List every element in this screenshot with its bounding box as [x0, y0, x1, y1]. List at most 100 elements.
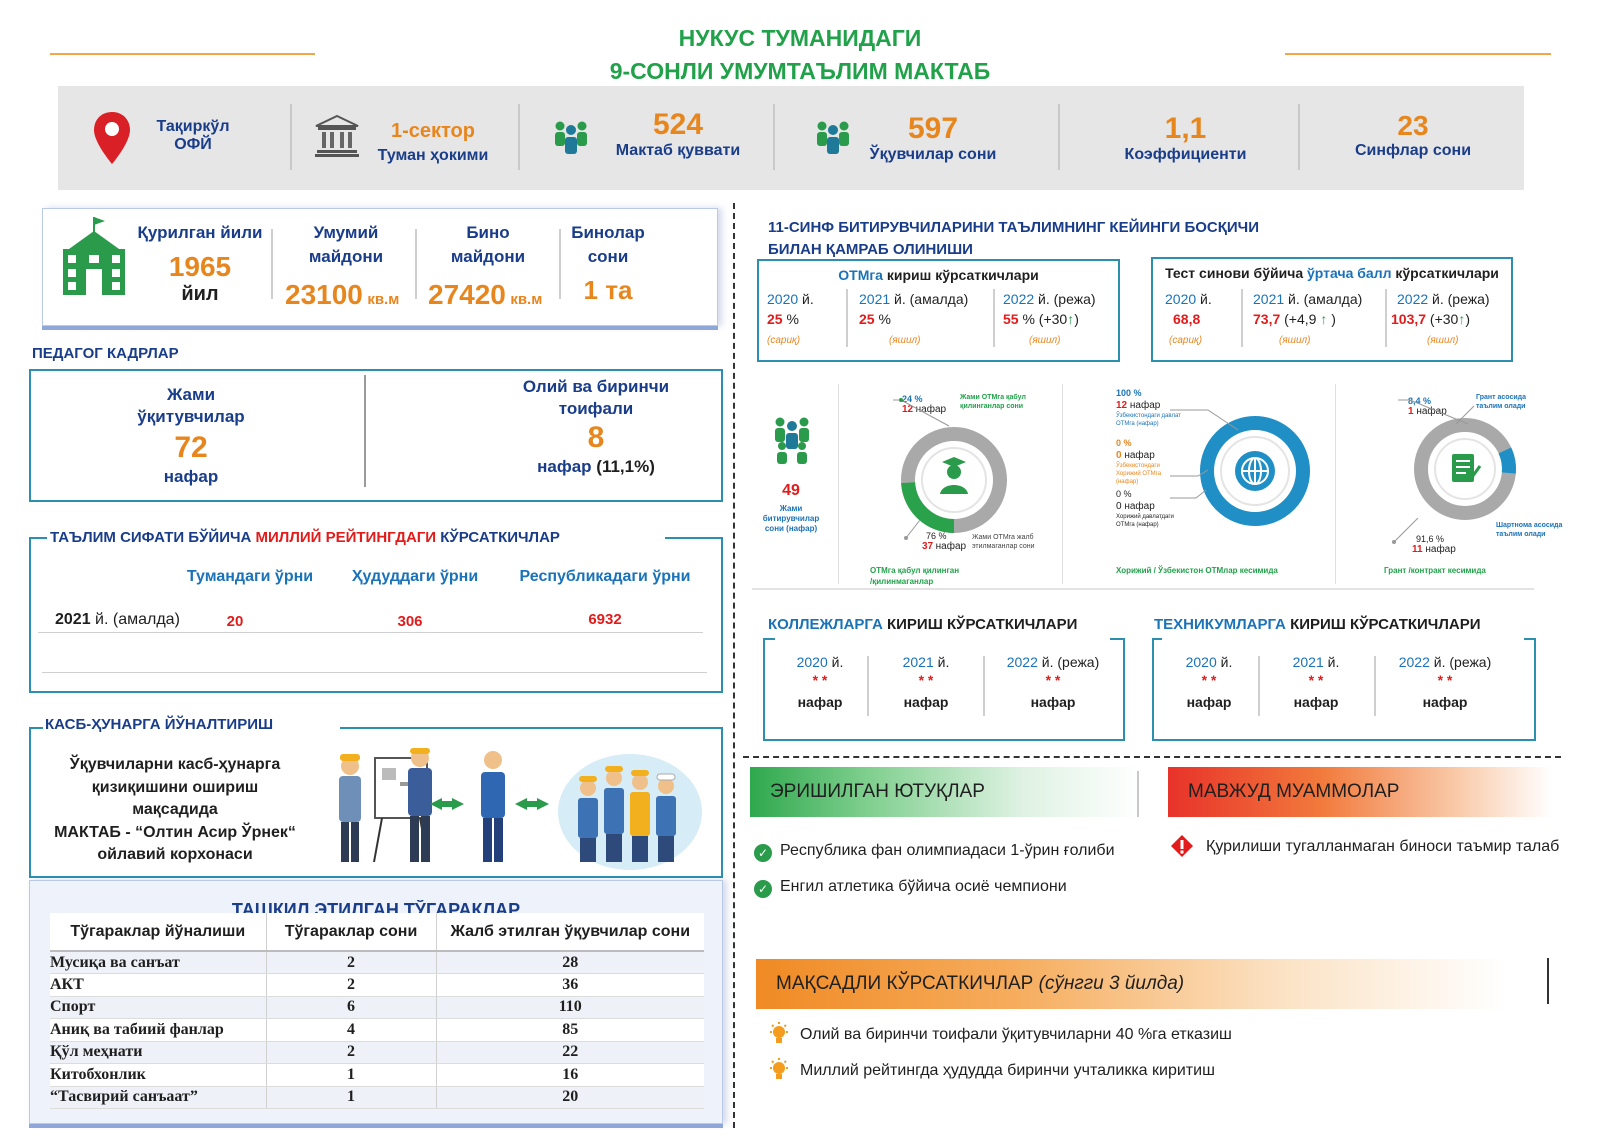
teachers-higher-pct: (11,1%): [596, 457, 655, 476]
technicum-separator: [1258, 656, 1260, 716]
clubs-header-cell: Тўгараклар йўналиши: [50, 913, 266, 952]
club-name: Китобхонлик: [50, 1063, 266, 1087]
leader-line: [1392, 518, 1419, 544]
donut1-in-unit: нафар: [915, 404, 947, 415]
donut2-text-2a: Ўзбекистондаги: [1116, 463, 1160, 469]
technicum-year-suffix: й.: [1323, 654, 1340, 670]
test-separator: [1241, 289, 1243, 347]
building-count-label-1: Бинолар: [571, 223, 645, 242]
college-value: * *: [812, 672, 828, 688]
built-year-value: 1965: [168, 251, 232, 282]
college-separator: [983, 656, 985, 716]
college-year: 2020: [796, 654, 828, 670]
college-value: * *: [918, 672, 934, 688]
achievement-item: Енгил атлетика бўйича осиё чемпиони: [780, 878, 1067, 895]
otm-value: 55: [1003, 311, 1019, 327]
career-illustration: [339, 748, 702, 870]
club-name: Аниқ ва табиий фанлар: [50, 1018, 266, 1042]
otm-year-suffix: й. (режа): [1034, 291, 1096, 307]
coefficient-label: Коэффициенти: [1124, 146, 1247, 163]
graduates-title-2: БИЛАН ҚАМРАБ ОЛИНИШИ: [768, 241, 973, 258]
classes-label: Синфлар сони: [1354, 142, 1472, 159]
donut3-out-label: 91,6 % 11 нафар: [1412, 534, 1456, 555]
donut2-unit-2: нафар: [1124, 450, 1155, 461]
rating-title-part1: ТАЪЛИМ СИФАТИ БЎЙИЧА: [50, 529, 256, 546]
box-top-rule: [1524, 638, 1536, 640]
teachers-higher-value: 8: [587, 421, 605, 454]
table-row: Китобхонлик 1 16: [50, 1063, 704, 1087]
donut3-in-count: 1: [1408, 406, 1414, 417]
club-students: 110: [435, 996, 704, 1019]
admission-donut: [901, 427, 1007, 533]
lightbulb-icon: [770, 1022, 788, 1043]
technicums-title-highlight: ТЕХНИКУМЛАРГА: [1154, 616, 1286, 633]
government-building-icon: [315, 114, 359, 157]
club-count: 6: [265, 996, 436, 1019]
donut2-count-1: 12: [1116, 400, 1128, 411]
otm-col: 2021 й. (амалда) 25 % (яшил): [859, 291, 989, 346]
career-text-3: мақсадида: [132, 801, 218, 818]
donut3-in-text-1: Грант асосида: [1476, 394, 1526, 401]
college-year-suffix: й. (режа): [1037, 654, 1100, 670]
technicum-year: 2021: [1292, 654, 1324, 670]
graduates-total-label-2: битирувчилар: [762, 514, 820, 523]
donut-separator: [1062, 384, 1063, 584]
club-count: 2: [265, 1041, 436, 1064]
building-area-label-2: майдони: [450, 247, 526, 266]
table-row: Мусиқа ва санъат 2 28: [50, 951, 704, 974]
donut2-text-1a: Ўзбекистондаги давлат: [1116, 413, 1181, 419]
donut3-out-unit: нафар: [1425, 544, 1456, 555]
grant-donut-arc: [1414, 418, 1516, 520]
box-top-rule: [763, 638, 775, 640]
table-row: “Тасвирий санъаат” 1 20: [50, 1086, 704, 1109]
donut3-in-label: 8,4 % 1 нафар: [1408, 396, 1447, 417]
rating-top-rule: [29, 537, 47, 539]
donut-separator: [1335, 384, 1336, 584]
technicums-box: [1152, 638, 1536, 741]
donut1-out-pct: 76 %: [926, 531, 947, 541]
teachers-total-value: 72: [174, 431, 208, 464]
club-name: “Тасвирий санъаат”: [50, 1086, 266, 1109]
otm-unit: %: [782, 311, 799, 327]
rating-region-value: 306: [397, 613, 423, 630]
test-box-title: Тест синови бўйича ўртача балл кўрсаткич…: [1153, 265, 1511, 281]
header-rule-left: [50, 53, 315, 55]
donut-panel: [752, 380, 1534, 590]
college-year-suffix: й.: [933, 654, 950, 670]
donut3-in-unit: нафар: [1416, 406, 1447, 417]
donut2-text-2b: Хорижий ОТМга: [1116, 471, 1162, 477]
technicum-col: 2020 й. * * нафар: [1164, 654, 1254, 710]
colleges-title-highlight: КОЛЛЕЖЛАРГА: [768, 616, 883, 633]
club-students: 22: [435, 1041, 704, 1064]
achievements-banner: ЭРИШИЛГАН ЮТУҚЛАР: [750, 767, 1140, 817]
donut2-text-1b: ОТМга (нафар): [1116, 421, 1159, 427]
otm-col: 2022 й. (режа) 55 % (+30↑) (яшил): [1003, 291, 1121, 346]
classes-value: 23: [1397, 110, 1429, 141]
building-area-label-1: Бино: [466, 223, 510, 242]
teachers-higher-label-2: тоифали: [558, 399, 634, 418]
test-year-suffix: й.: [1196, 291, 1212, 307]
rating-row-suffix: й. (амалда): [90, 611, 180, 628]
donut2-count-2: 0: [1116, 450, 1122, 461]
test-value: 68,8: [1173, 311, 1201, 327]
banner-separator: [1137, 771, 1139, 817]
test-note: (яшил): [1279, 335, 1311, 346]
header-rule-right: [1285, 53, 1551, 55]
donut2-text-3b: ОТМга (нафар): [1116, 522, 1159, 528]
card-separator: [415, 229, 417, 299]
clubs-header-row: Тўгараклар йўналиши Тўгараклар сони Жалб…: [50, 913, 704, 952]
college-col: 2021 й. * * нафар: [878, 654, 974, 710]
clubs-header-cell: Жалб этилган ўқувчилар сони: [435, 913, 704, 952]
school-building-icon: [63, 217, 125, 295]
donut2-caption: Хорижий / Ўзбекистон ОТМлар кесимида: [1116, 566, 1278, 575]
technicum-unit: нафар: [1186, 694, 1232, 710]
college-year-suffix: й.: [827, 654, 844, 670]
column-divider: [733, 203, 735, 1128]
career-top-rule: [340, 727, 723, 729]
donut1-out-label: 76 % 37 нафар: [922, 531, 966, 552]
career-section-title: КАСБ-ҲУНАРГА ЙЎНАЛТИРИШ: [43, 716, 276, 733]
coefficient-value: 1,1: [1164, 112, 1207, 145]
donut2-unit-1: нафар: [1129, 400, 1161, 411]
test-value: 73,7: [1253, 311, 1281, 327]
technicums-title: ТЕХНИКУМЛАРГА КИРИШ КЎРСАТКИЧЛАРИ: [1154, 616, 1480, 633]
